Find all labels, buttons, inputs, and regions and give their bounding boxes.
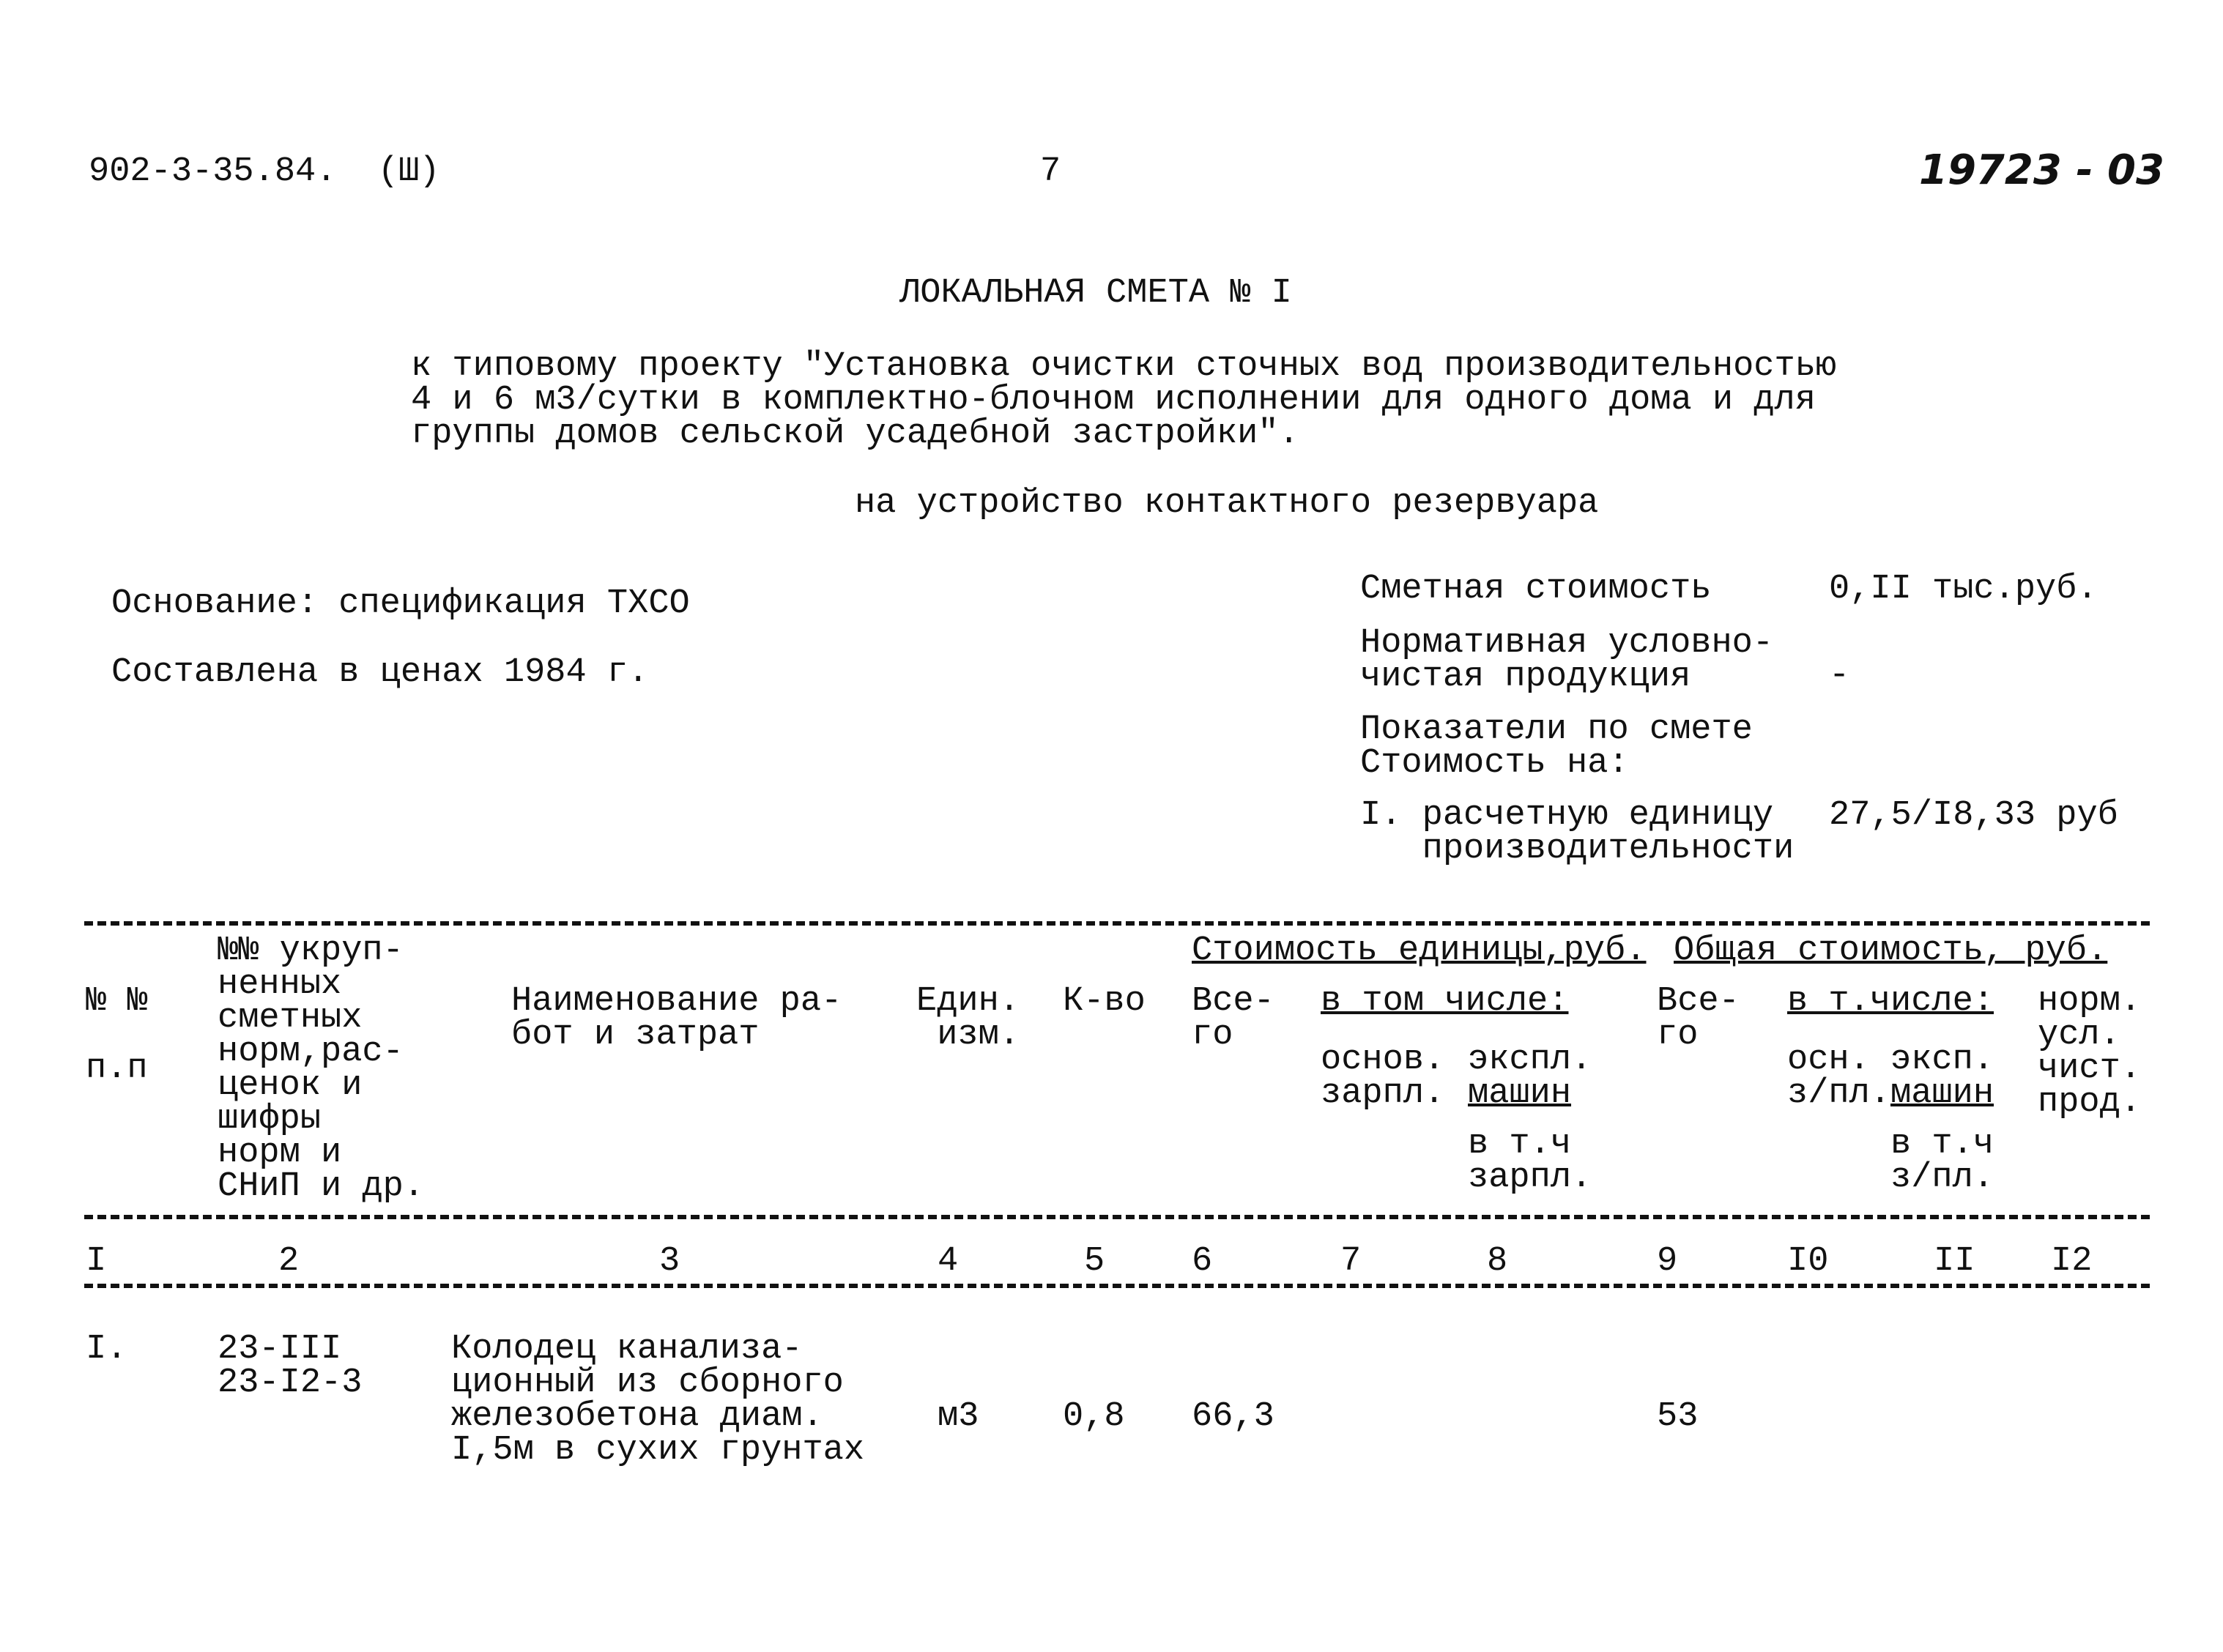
- column-number: 4: [938, 1242, 959, 1281]
- subtitle-line: к типовому проекту "Установка очистки ст…: [411, 347, 1837, 386]
- column-number: 8: [1487, 1242, 1508, 1281]
- column-numbers-rule: [84, 1284, 2150, 1288]
- header-c4: Един. изм.: [916, 982, 1020, 1054]
- column-number: I2: [2051, 1242, 2093, 1281]
- header-c1: № № п.п: [86, 982, 148, 1088]
- header-c8b: машин: [1468, 1074, 1572, 1113]
- column-number: 2: [278, 1242, 300, 1281]
- net-product-label: Нормативная условно- чистая продукция: [1360, 624, 1774, 696]
- header-c10: осн. з/пл.: [1787, 1041, 1891, 1113]
- row-unit: м3: [938, 1397, 979, 1436]
- header-c7: основ. зарпл.: [1321, 1041, 1445, 1113]
- indicators-label: Показатели по смете Стоимость на:: [1360, 710, 1753, 783]
- document-title: ЛОКАЛЬНАЯ СМЕТА № I: [899, 274, 1292, 313]
- subtitle-line: группы домов сельской усадебной застройк…: [411, 414, 1299, 453]
- header-c6: Все- го: [1192, 982, 1274, 1054]
- header-c8a: экспл.: [1468, 1041, 1592, 1079]
- unit-cost-label: I. расчетную единицу производительности: [1360, 796, 1795, 868]
- header-c3: Наименование ра- бот и затрат: [511, 982, 842, 1054]
- header-c12: норм. усл. чист. прод.: [2038, 982, 2142, 1122]
- row-total: 53: [1657, 1397, 1699, 1436]
- table-top-rule: [84, 921, 2150, 926]
- header-c8c: в т.ч зарпл.: [1468, 1125, 1592, 1197]
- column-number: 5: [1084, 1242, 1105, 1281]
- header-total-cost-group: Общая стоимость, руб.: [1674, 931, 2108, 970]
- unit-cost-value: 27,5/I8,33 руб: [1829, 796, 2118, 835]
- header-c11b: машин: [1890, 1074, 1994, 1113]
- row-number: I.: [86, 1330, 127, 1369]
- net-product-value: -: [1829, 656, 1850, 695]
- page-number: 7: [1040, 152, 1061, 191]
- column-number: 3: [659, 1242, 680, 1281]
- header-c10-11-group: в т.числе:: [1787, 982, 1994, 1021]
- column-number: II: [1934, 1242, 1975, 1281]
- row-name: Колодец канализа- ционный из сборного же…: [451, 1330, 865, 1470]
- basis: Основание: спецификация ТХСО: [111, 584, 690, 623]
- header-c5: К-во: [1063, 982, 1146, 1021]
- object-description: на устройство контактного резервуара: [855, 484, 1599, 523]
- header-unit-cost-group: Стоимость единицы,руб.: [1192, 931, 1647, 970]
- header-bottom-rule: [84, 1215, 2150, 1219]
- subtitle-line: 4 и 6 м3/сутки в комплектно-блочном испо…: [411, 381, 1816, 420]
- column-number: I: [86, 1242, 107, 1281]
- estimated-cost-value: 0,II тыс.руб.: [1829, 570, 2098, 609]
- column-number: 7: [1340, 1242, 1362, 1281]
- row-code: 23-III 23-I2-3: [218, 1330, 363, 1402]
- row-quantity: 0,8: [1063, 1397, 1125, 1436]
- header-c9: Все- го: [1657, 982, 1740, 1054]
- header-c11a: эксп.: [1890, 1041, 1994, 1079]
- column-number: I0: [1787, 1242, 1829, 1281]
- header-c11c: в т.ч з/пл.: [1890, 1125, 1994, 1197]
- header-c7-8-group: в том числе:: [1321, 982, 1569, 1021]
- column-number: 9: [1657, 1242, 1678, 1281]
- estimated-cost-label: Сметная стоимость: [1360, 570, 1712, 609]
- price-year: Составлена в ценах 1984 г.: [111, 653, 649, 692]
- header-c2: №№ укруп- ненных сметных норм,рас- ценок…: [218, 931, 425, 1206]
- doc-code: 902-3-35.84. (Ш): [89, 152, 440, 191]
- row-unit-total: 66,3: [1192, 1397, 1274, 1436]
- column-number: 6: [1192, 1242, 1213, 1281]
- handwritten-number: 19723 - 03: [1919, 146, 2164, 194]
